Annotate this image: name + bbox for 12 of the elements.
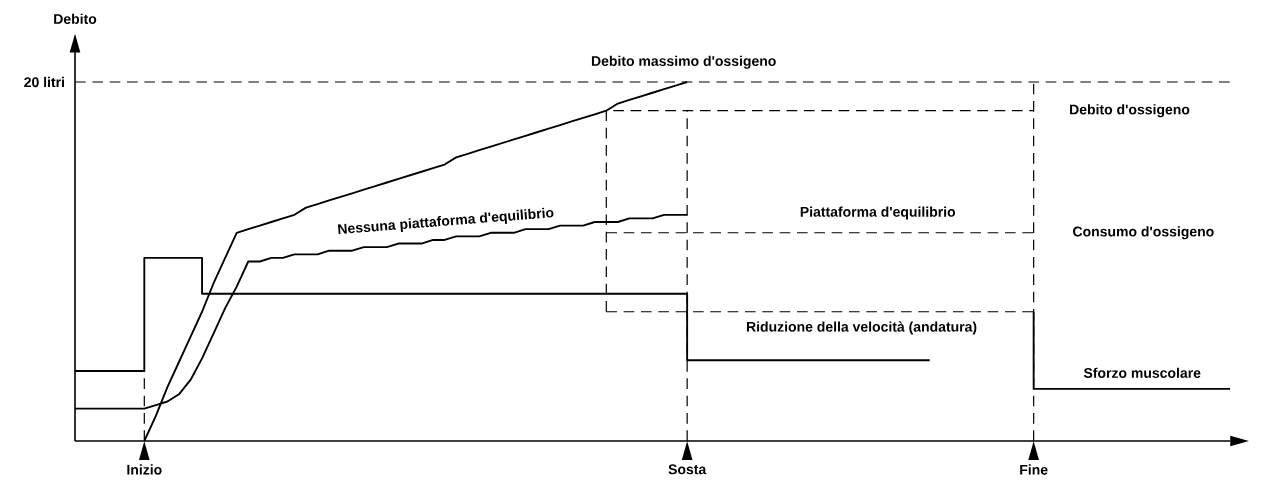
x-tick-label: Inizio: [127, 464, 162, 475]
text: Debito massimo d'ossigeno: [591, 55, 776, 69]
annotation: Nessuna piattaforma d'equilibrio: [337, 207, 554, 235]
y-axis-title: Debito: [54, 13, 97, 24]
annotation: Consumo d'ossigeno: [1073, 226, 1214, 240]
annotation: Riduzione della velocità (andatura): [746, 321, 977, 335]
x-tick-label: Sosta: [668, 464, 707, 475]
x-tick-label: Fine: [1020, 464, 1048, 475]
annotation: Piattaforma d'equilibrio: [800, 206, 956, 220]
text: 20 litri: [24, 76, 64, 88]
annotation: Sforzo muscolare: [1083, 367, 1201, 378]
annotation: Debito d'ossigeno: [1070, 104, 1190, 118]
